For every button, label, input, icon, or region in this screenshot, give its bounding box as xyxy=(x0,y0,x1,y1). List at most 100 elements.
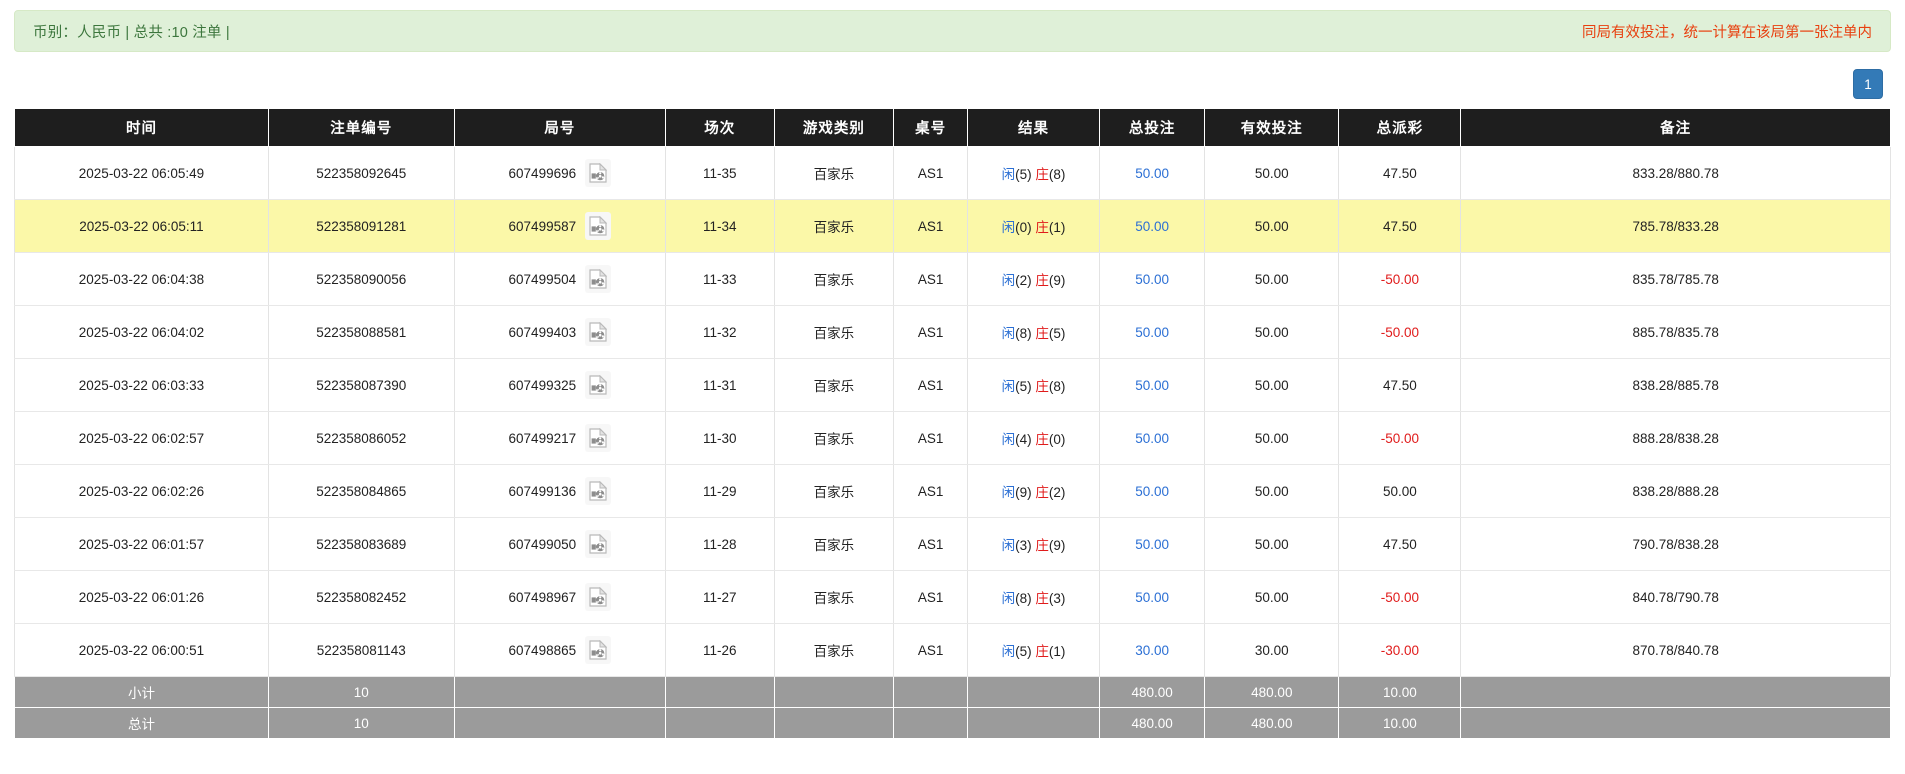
table-row: 2025-03-22 06:05:11 522358091281 607499587… xyxy=(14,199,1891,253)
bet-no-text: 522358081143 xyxy=(316,642,406,658)
cell-bet-no: 522358084865 xyxy=(267,464,455,518)
cell-session: 11-35 xyxy=(665,146,775,200)
round-no-text: 607499325 xyxy=(508,377,577,393)
result-banker-label: 庄 xyxy=(1035,379,1049,394)
cell-table-no: AS1 xyxy=(893,411,968,465)
info-banner: 币别：人民币 | 总共 :10 注单 | 同局有效投注，统一计算在该局第一张注单… xyxy=(14,10,1891,52)
cell-note: 838.28/888.28 xyxy=(1460,464,1891,518)
table-row: 2025-03-22 06:04:38 522358090056 607499504… xyxy=(14,252,1891,306)
table-no-text: AS1 xyxy=(917,218,944,234)
cell-time: 2025-03-22 06:05:49 xyxy=(14,146,269,200)
video-replay-icon[interactable] xyxy=(585,530,612,558)
game-type-text: 百家乐 xyxy=(813,644,855,659)
cell-total-stake: 50.00 xyxy=(1099,305,1205,359)
round-no-text: 607499050 xyxy=(508,536,577,552)
bet-records-table-wrap: 时间 注单编号 局号 场次 游戏类别 桌号 结果 总投注 有效投注 总派彩 备注… xyxy=(14,108,1891,739)
result-player-label: 闲 xyxy=(1001,326,1016,341)
cell-session: 11-33 xyxy=(665,252,775,306)
round-no-text: 607499403 xyxy=(508,324,577,340)
cell-valid-stake: 50.00 xyxy=(1204,411,1339,465)
cell-total-stake: 50.00 xyxy=(1099,517,1205,571)
cell-total-payout: 47.50 xyxy=(1338,199,1461,253)
result-banker-value: (9) xyxy=(1048,273,1066,288)
cell-round-no: 607499587 xyxy=(453,199,666,253)
video-replay-icon[interactable] xyxy=(585,265,612,293)
time-text: 2025-03-22 06:05:49 xyxy=(78,165,205,181)
table-no-text: AS1 xyxy=(917,377,944,393)
cell-bet-no: 522358092645 xyxy=(267,146,455,200)
video-replay-icon[interactable] xyxy=(585,424,612,452)
result-banker-label: 庄 xyxy=(1035,326,1049,341)
result-banker-label: 庄 xyxy=(1035,220,1049,235)
total-payout-text: -50.00 xyxy=(1380,324,1420,340)
summary-valid-stake: 480.00 xyxy=(1204,676,1340,708)
video-replay-icon[interactable] xyxy=(585,371,612,399)
summary-total-stake: 480.00 xyxy=(1099,707,1206,739)
cell-time: 2025-03-22 06:02:26 xyxy=(14,464,269,518)
result-player-value: (2) xyxy=(1015,273,1032,288)
total-payout-text: 47.50 xyxy=(1382,218,1417,234)
total-payout-text: 50.00 xyxy=(1382,483,1417,499)
col-header-time: 时间 xyxy=(14,108,269,147)
video-replay-icon[interactable] xyxy=(585,212,612,240)
video-replay-icon[interactable] xyxy=(585,477,612,505)
result-player-label: 闲 xyxy=(1001,432,1016,447)
cell-result: 闲(4) 庄(0) xyxy=(967,411,1100,465)
round-no-text: 607499504 xyxy=(508,271,577,287)
cell-session: 11-26 xyxy=(665,623,775,677)
table-row: 2025-03-22 06:05:49 522358092645 607499696… xyxy=(14,146,1891,200)
cell-time: 2025-03-22 06:04:38 xyxy=(14,252,269,306)
summary-total-payout: 10.00 xyxy=(1338,676,1462,708)
cell-total-payout: 47.50 xyxy=(1338,517,1461,571)
game-type-text: 百家乐 xyxy=(813,591,855,606)
cell-game-type: 百家乐 xyxy=(773,411,894,465)
table-no-text: AS1 xyxy=(917,536,944,552)
valid-stake-text: 50.00 xyxy=(1254,589,1289,605)
bet-records-table: 时间 注单编号 局号 场次 游戏类别 桌号 结果 总投注 有效投注 总派彩 备注… xyxy=(14,108,1891,739)
result-player-value: (5) xyxy=(1015,644,1032,659)
table-row: 2025-03-22 06:02:57 522358086052 607499217… xyxy=(14,411,1891,465)
cell-table-no: AS1 xyxy=(893,146,968,200)
session-text: 11-26 xyxy=(703,642,737,658)
bet-no-text: 522358091281 xyxy=(316,218,407,234)
cell-total-stake: 50.00 xyxy=(1099,199,1205,253)
time-text: 2025-03-22 06:02:57 xyxy=(78,430,205,446)
col-header-total-stake: 总投注 xyxy=(1099,108,1206,147)
total-payout-text: 47.50 xyxy=(1382,165,1417,181)
cell-note: 785.78/833.28 xyxy=(1460,199,1891,253)
cell-time: 2025-03-22 06:05:11 xyxy=(14,199,269,253)
cell-result: 闲(3) 庄(9) xyxy=(967,517,1100,571)
note-text: 833.28/880.78 xyxy=(1632,165,1719,181)
video-replay-icon[interactable] xyxy=(585,636,612,664)
cell-note: 840.78/790.78 xyxy=(1460,570,1891,624)
summary-result xyxy=(967,707,1101,739)
cell-total-payout: -50.00 xyxy=(1338,305,1461,359)
result-player-label: 闲 xyxy=(1001,644,1016,659)
col-header-result: 结果 xyxy=(967,108,1101,147)
round-no-text: 607498967 xyxy=(508,589,577,605)
summary-label: 小计 xyxy=(14,676,269,708)
total-payout-text: 47.50 xyxy=(1382,536,1417,552)
cell-time: 2025-03-22 06:01:26 xyxy=(14,570,269,624)
summary-count: 10 xyxy=(267,707,455,739)
cell-bet-no: 522358083689 xyxy=(267,517,455,571)
valid-stake-text: 50.00 xyxy=(1254,483,1289,499)
table-no-text: AS1 xyxy=(917,430,944,446)
bet-no-text: 522358088581 xyxy=(316,324,407,340)
video-replay-icon[interactable] xyxy=(585,318,612,346)
cell-game-type: 百家乐 xyxy=(773,146,894,200)
total-stake-text: 50.00 xyxy=(1135,324,1170,340)
total-stake-text: 50.00 xyxy=(1135,271,1170,287)
summary-table-no xyxy=(893,676,969,708)
time-text: 2025-03-22 06:05:11 xyxy=(79,218,204,234)
bet-no-text: 522358090056 xyxy=(316,271,407,287)
video-replay-icon[interactable] xyxy=(585,159,612,187)
time-text: 2025-03-22 06:02:26 xyxy=(78,483,205,499)
result-banker-label: 庄 xyxy=(1035,644,1049,659)
bet-no-text: 522358084865 xyxy=(316,483,407,499)
page-button-1[interactable]: 1 xyxy=(1853,69,1883,99)
valid-stake-text: 50.00 xyxy=(1254,218,1289,234)
summary-row: 总计 10 480.00 480.00 10.00 xyxy=(14,707,1891,739)
cell-session: 11-32 xyxy=(665,305,775,359)
video-replay-icon[interactable] xyxy=(585,583,612,611)
